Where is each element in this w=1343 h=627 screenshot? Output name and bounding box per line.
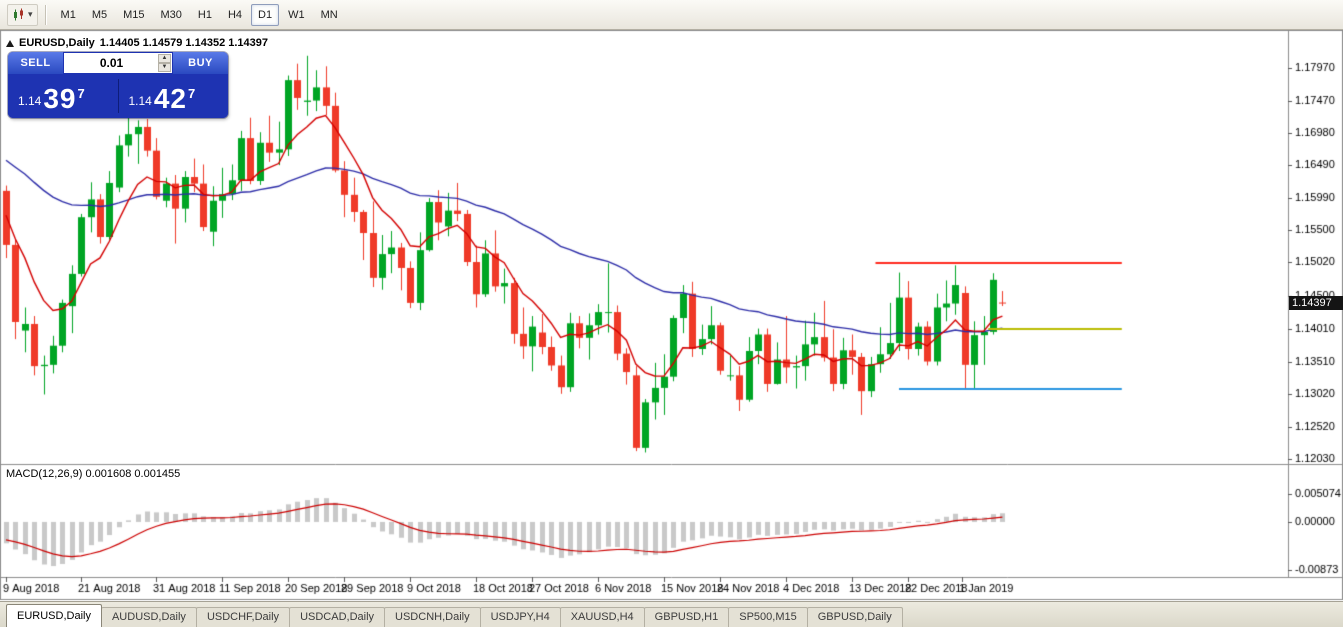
buy-button[interactable]: BUY <box>173 52 228 74</box>
timeframe-button-h4[interactable]: H4 <box>221 4 249 26</box>
timeframe-button-m15[interactable]: M15 <box>116 4 151 26</box>
one-click-controls-row: SELL ▲ ▼ BUY <box>8 52 228 74</box>
timeframe-button-d1[interactable]: D1 <box>251 3 280 26</box>
timeframe-button-mn[interactable]: MN <box>314 4 345 26</box>
chart-type-dropdown[interactable]: ▾ <box>7 3 38 26</box>
ask-price-display: 1.14 42 7 <box>119 74 229 118</box>
chart-tab-usdjpy-h4[interactable]: USDJPY,H4 <box>479 607 561 627</box>
chart-tab-gbpusd-daily[interactable]: GBPUSD,Daily <box>806 607 903 627</box>
timeframe-button-m5[interactable]: M5 <box>85 4 114 26</box>
price-chart-canvas[interactable] <box>0 30 1343 601</box>
macd-indicator-label: MACD(12,26,9) 0.001608 0.001455 <box>6 468 181 480</box>
chart-title: EURUSD,Daily 1.14405 1.14579 1.14352 1.1… <box>6 37 268 49</box>
volume-box: ▲ ▼ <box>64 53 172 73</box>
chevron-down-icon: ▾ <box>28 9 33 19</box>
chart-tab-usdchf-daily[interactable]: USDCHF,Daily <box>195 607 291 627</box>
quote-divider <box>117 79 119 113</box>
chart-window: EURUSD,Daily 1.14405 1.14579 1.14352 1.1… <box>0 30 1343 601</box>
chart-tab-xauusd-h4[interactable]: XAUUSD,H4 <box>559 607 645 627</box>
timeframe-buttons-group: M1 M5 M15 M30 H1 H4 D1 W1 MN <box>53 3 346 26</box>
volume-spinner: ▲ ▼ <box>158 54 171 72</box>
volume-increase-button[interactable]: ▲ <box>158 54 171 63</box>
chart-tab-bar: EURUSD,Daily AUDUSD,Daily USDCHF,Daily USDC… <box>0 601 1343 627</box>
volume-input[interactable] <box>64 53 172 73</box>
chart-tab-audusd-daily[interactable]: AUDUSD,Daily <box>100 607 197 627</box>
bid-price-point: 7 <box>77 86 85 101</box>
sell-button[interactable]: SELL <box>8 52 63 74</box>
timeframe-button-w1[interactable]: W1 <box>281 4 312 26</box>
ask-price-pips: 42 <box>153 83 188 114</box>
timeframe-button-m1[interactable]: M1 <box>54 4 83 26</box>
bid-price-prefix: 1.14 <box>18 94 42 108</box>
current-price-marker: 1.14397 <box>1289 296 1343 310</box>
timeframe-button-h1[interactable]: H1 <box>191 4 219 26</box>
chart-tab-gbpusd-h1[interactable]: GBPUSD,H1 <box>643 607 730 627</box>
chart-tab-sp500-m15[interactable]: SP500,M15 <box>728 607 808 627</box>
chart-symbol-period: EURUSD,Daily <box>19 37 95 49</box>
chart-tab-eurusd-daily[interactable]: EURUSD,Daily <box>6 604 102 627</box>
one-click-trading-panel: SELL ▲ ▼ BUY 1.14 39 7 1.14 42 7 <box>8 52 228 118</box>
chart-ohlc-readout: 1.14405 1.14579 1.14352 1.14397 <box>99 37 269 49</box>
bid-price-display: 1.14 39 7 <box>8 74 118 118</box>
chart-tab-usdcnh-daily[interactable]: USDCNH,Daily <box>384 607 481 627</box>
bid-price-pips: 39 <box>43 83 77 114</box>
chart-tab-usdcad-daily[interactable]: USDCAD,Daily <box>289 607 386 627</box>
toolbar-separator <box>44 4 46 25</box>
candlestick-chart-icon <box>14 8 23 20</box>
timeframe-toolbar: ▾ M1 M5 M15 M30 H1 H4 D1 W1 MN <box>0 0 1343 30</box>
volume-decrease-button[interactable]: ▼ <box>158 63 171 72</box>
one-click-quotes-row: 1.14 39 7 1.14 42 7 <box>8 74 228 118</box>
chart-window-icon <box>6 39 14 47</box>
ask-price-prefix: 1.14 <box>128 94 152 108</box>
timeframe-button-m30[interactable]: M30 <box>154 4 189 26</box>
ask-price-point: 7 <box>188 86 196 101</box>
